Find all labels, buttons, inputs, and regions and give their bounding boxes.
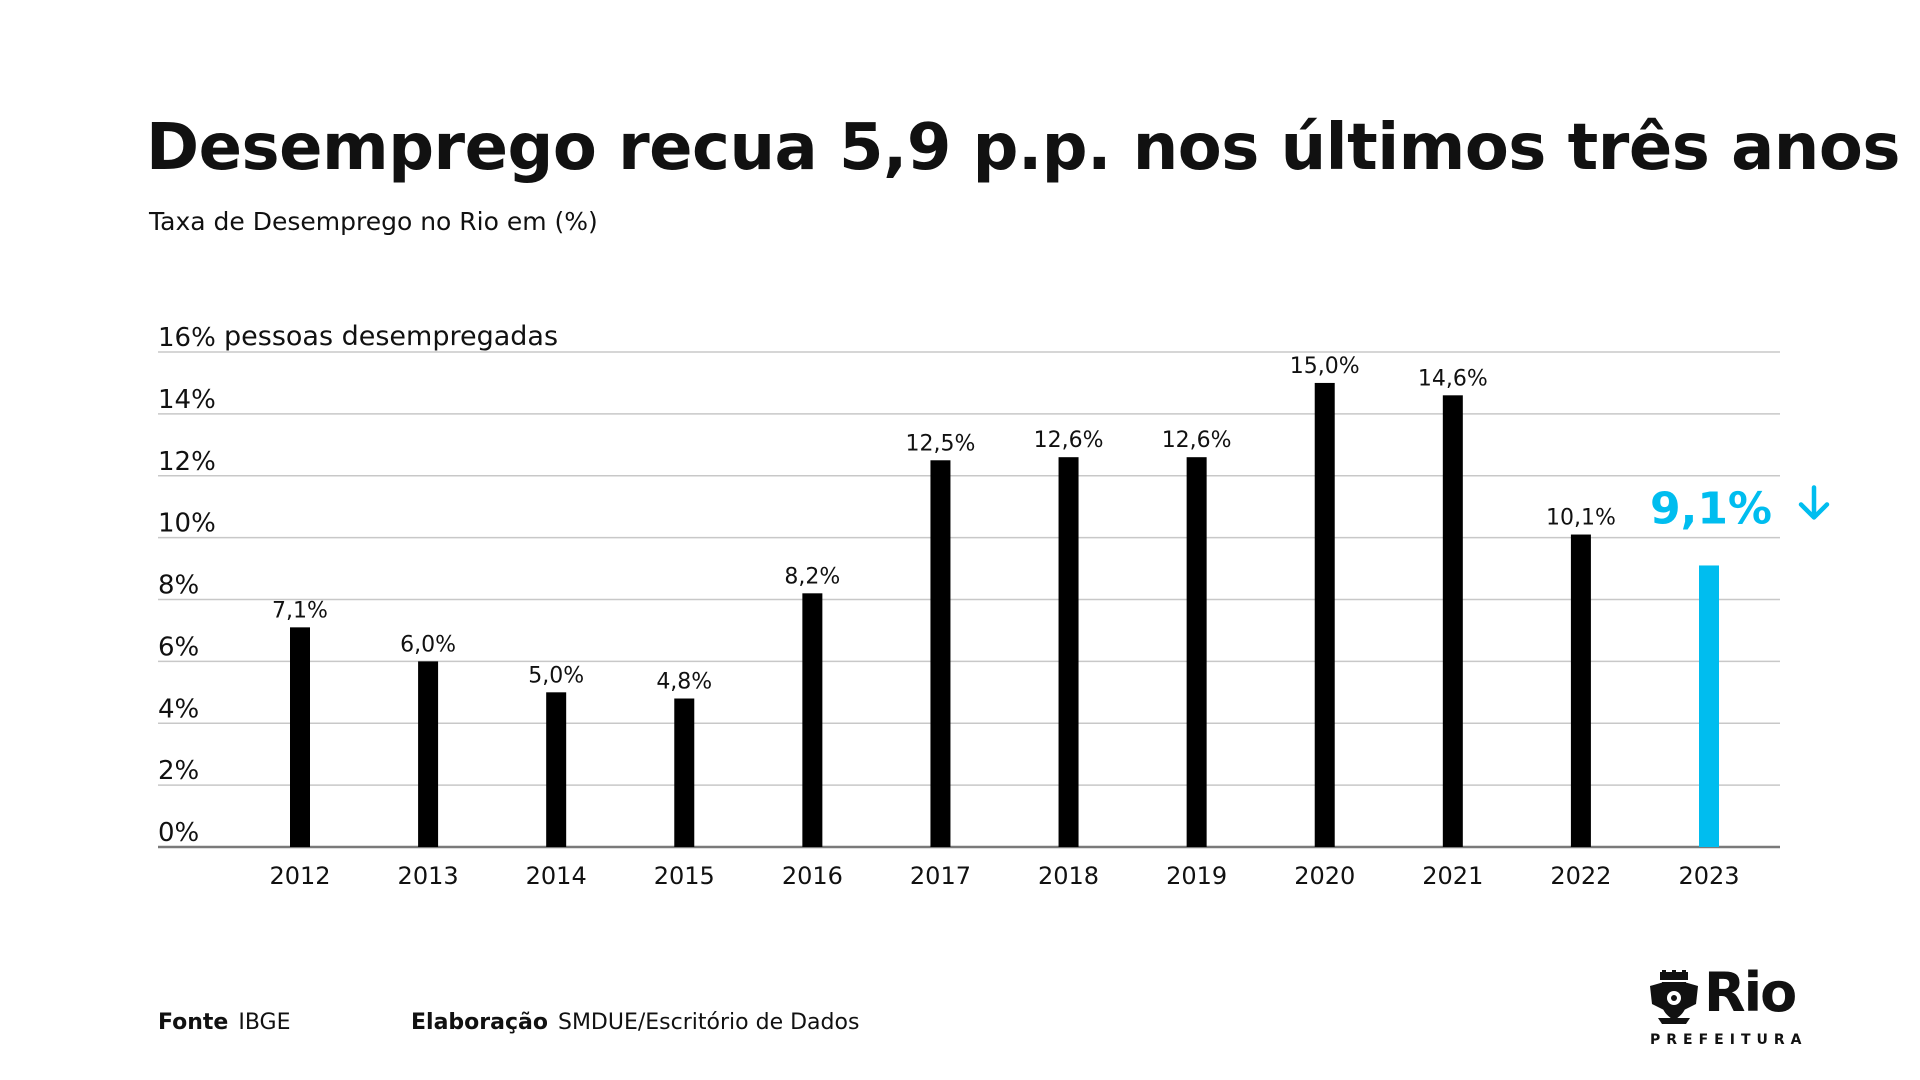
data-label: 4,8% bbox=[656, 670, 712, 695]
data-label: 15,0% bbox=[1290, 354, 1360, 379]
data-label: 6,0% bbox=[400, 632, 456, 657]
data-label: 9,1% bbox=[1650, 483, 1772, 534]
chart-title: Desemprego recua 5,9 p.p. nos últimos tr… bbox=[146, 111, 1900, 185]
y-tick-label: 6% bbox=[158, 632, 199, 662]
x-tick-label: 2020 bbox=[1294, 862, 1355, 890]
x-tick-label: 2016 bbox=[782, 862, 843, 890]
x-tick-label: 2021 bbox=[1422, 862, 1483, 890]
data-label: 12,5% bbox=[906, 431, 976, 456]
x-tick-label: 2012 bbox=[269, 862, 330, 890]
y-tick-label: 14% bbox=[158, 385, 216, 415]
bar bbox=[546, 692, 567, 847]
y-tick-label: 16% bbox=[158, 323, 216, 353]
coat-of-arms-icon bbox=[1650, 970, 1698, 1024]
footer-credit-label: Elaboração bbox=[411, 1010, 548, 1035]
y-tick-label: 8% bbox=[158, 571, 199, 601]
prefeitura-rio-logo: Rio PREFEITURA bbox=[1640, 961, 1810, 1048]
data-label: 12,6% bbox=[1034, 428, 1104, 453]
x-tick-label: 2014 bbox=[526, 862, 587, 890]
bar bbox=[1314, 382, 1335, 847]
data-label: 12,6% bbox=[1162, 428, 1232, 453]
y-tick-label: 2% bbox=[158, 756, 199, 786]
y-axis-label: pessoas desempregadas bbox=[224, 321, 559, 352]
data-label: 5,0% bbox=[528, 663, 584, 688]
data-label: 8,2% bbox=[784, 564, 840, 589]
x-tick-label: 2023 bbox=[1678, 862, 1739, 890]
arrow-down-icon bbox=[1798, 485, 1830, 520]
y-tick-label: 0% bbox=[158, 818, 199, 848]
x-tick-label: 2018 bbox=[1038, 862, 1099, 890]
bar bbox=[674, 698, 695, 847]
bar bbox=[418, 661, 439, 847]
bar bbox=[1570, 534, 1591, 847]
bar bbox=[1058, 457, 1079, 847]
footer-source-value: IBGE bbox=[238, 1010, 291, 1035]
bar bbox=[802, 593, 823, 847]
bar bbox=[1442, 395, 1463, 847]
data-label: 10,1% bbox=[1546, 506, 1616, 531]
logo-subtitle: PREFEITURA bbox=[1650, 1032, 1808, 1048]
footer-source-label: Fonte bbox=[158, 1010, 229, 1035]
x-tick-label: 2017 bbox=[910, 862, 971, 890]
bar bbox=[290, 627, 310, 847]
x-tick-label: 2019 bbox=[1166, 862, 1227, 890]
logo-name: Rio bbox=[1704, 961, 1797, 1024]
footer-source: Fonte IBGE bbox=[158, 1008, 291, 1038]
footer-credit-value: SMDUE/Escritório de Dados bbox=[557, 1010, 860, 1035]
y-tick-label: 12% bbox=[158, 447, 216, 477]
data-label: 14,6% bbox=[1418, 366, 1488, 391]
y-tick-label: 10% bbox=[158, 509, 216, 539]
x-tick-label: 2013 bbox=[398, 862, 459, 890]
x-tick-label: 2022 bbox=[1550, 862, 1611, 890]
y-tick-label: 4% bbox=[158, 694, 199, 724]
footer-credit: Elaboração SMDUE/Escritório de Dados bbox=[411, 1008, 859, 1038]
bar bbox=[1186, 457, 1207, 847]
bar bbox=[1699, 565, 1719, 847]
data-label: 7,1% bbox=[272, 598, 328, 623]
chart-subtitle: Taxa de Desemprego no Rio em (%) bbox=[149, 207, 598, 236]
bar bbox=[930, 460, 951, 847]
x-tick-label: 2015 bbox=[654, 862, 715, 890]
